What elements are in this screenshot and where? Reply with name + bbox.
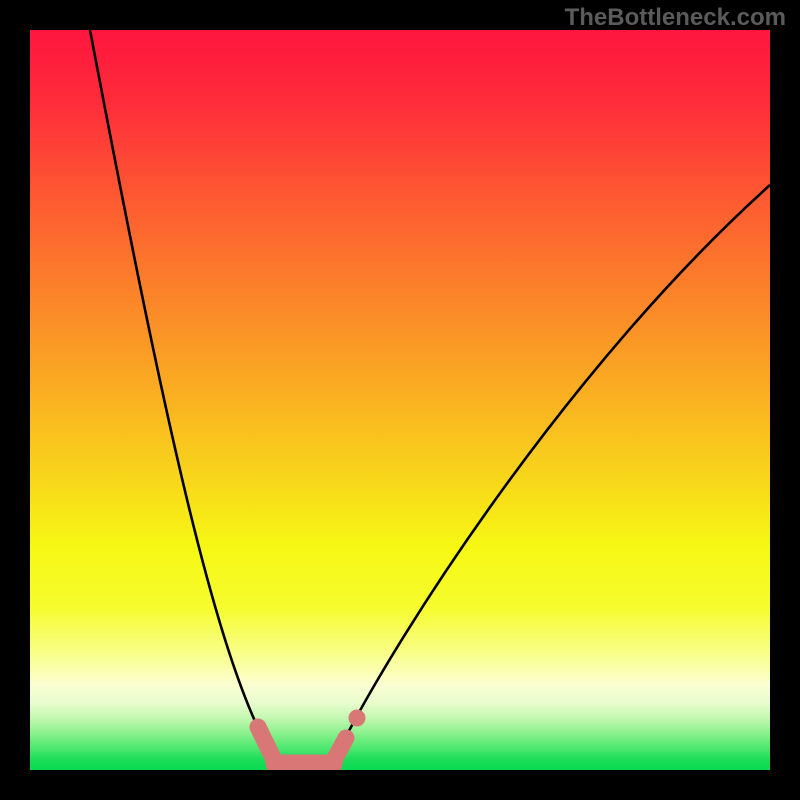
optimal-range-segment — [333, 738, 346, 762]
watermark-text: TheBottleneck.com — [565, 4, 786, 32]
gradient-background — [30, 30, 770, 770]
chart-stage: TheBottleneck.com — [0, 0, 800, 800]
bottleneck-chart — [30, 30, 770, 770]
optimal-range-dot — [349, 710, 366, 727]
